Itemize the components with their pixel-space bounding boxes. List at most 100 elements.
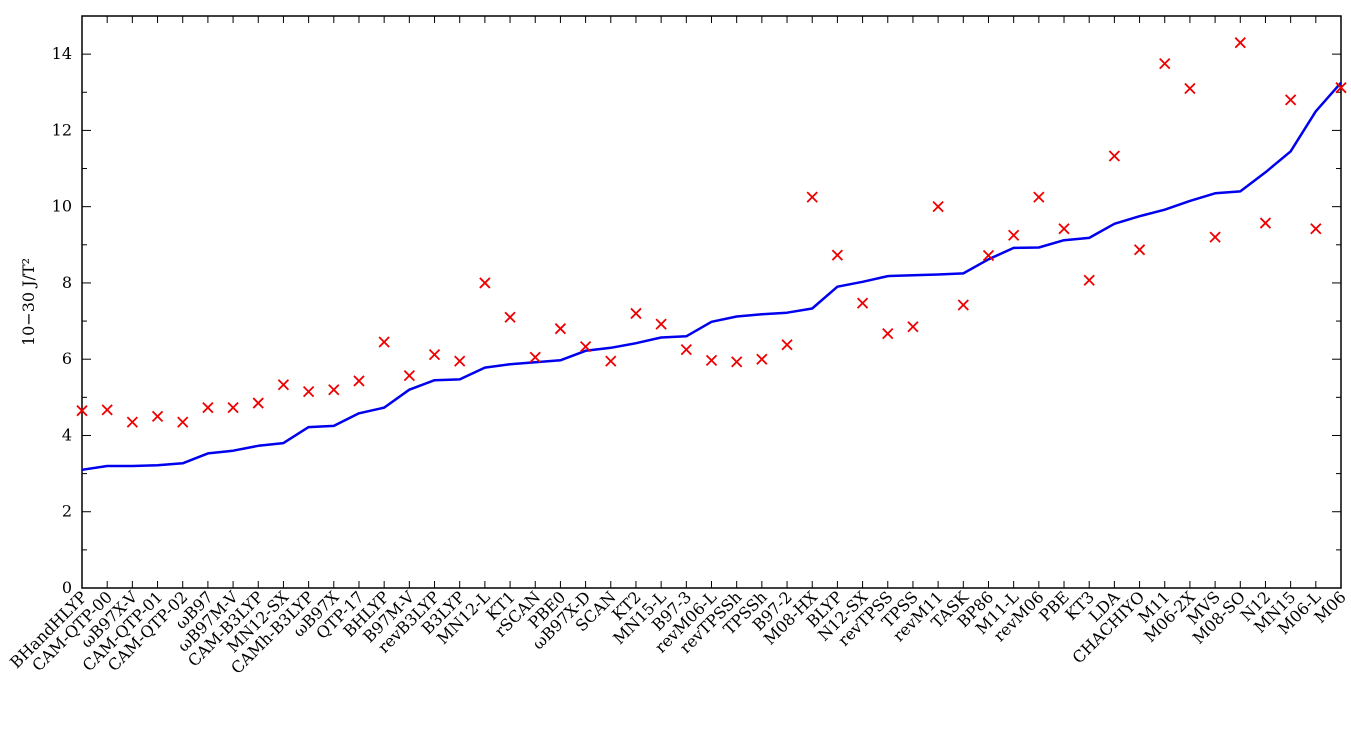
marker-stroke <box>831 249 844 261</box>
marker-stroke <box>353 375 365 387</box>
data-point-marker <box>1108 150 1121 162</box>
marker-stroke <box>227 401 239 414</box>
data-point-marker <box>126 416 138 428</box>
line-series <box>81 81 1342 472</box>
x-axis-ticks: BHandHLYPCAM-QTP-00ωB97X-VCAM-QTP-01CAM-… <box>6 16 1350 678</box>
data-point-marker <box>202 401 214 414</box>
data-point-marker <box>302 385 315 398</box>
marker-stroke <box>101 404 113 416</box>
y-tick-label: 6 <box>62 349 72 368</box>
marker-stroke <box>328 384 340 396</box>
data-point-marker <box>504 311 516 323</box>
data-point-marker <box>705 354 718 366</box>
marker-stroke <box>731 356 743 368</box>
marker-stroke <box>76 405 88 417</box>
marker-stroke <box>378 336 390 348</box>
marker-stroke <box>907 321 919 333</box>
marker-stroke <box>529 351 541 363</box>
marker-stroke <box>151 410 164 423</box>
marker-stroke <box>705 354 718 366</box>
marker-stroke <box>454 355 466 367</box>
data-point-marker <box>328 384 340 396</box>
series-line-path <box>81 81 1342 472</box>
y-tick-label: 0 <box>62 578 72 597</box>
data-point-marker <box>1184 82 1196 95</box>
marker-stroke <box>579 340 592 353</box>
data-point-marker <box>932 201 944 213</box>
marker-stroke <box>1008 229 1020 241</box>
marker-stroke <box>554 323 567 335</box>
data-point-marker <box>680 344 692 356</box>
marker-stroke <box>428 348 441 361</box>
marker-stroke <box>1285 94 1297 106</box>
data-point-marker <box>605 355 617 367</box>
marker-stroke <box>1159 58 1171 70</box>
y-tick-label: 12 <box>52 120 72 139</box>
marker-stroke <box>1234 37 1246 49</box>
marker-stroke <box>781 339 793 351</box>
data-point-marker <box>1133 244 1146 256</box>
marker-stroke <box>1259 217 1272 229</box>
data-point-marker <box>1209 231 1221 243</box>
marker-stroke <box>1209 231 1221 243</box>
data-point-marker <box>1008 229 1020 241</box>
y-tick-label: 14 <box>52 44 72 63</box>
data-point-marker <box>756 353 768 365</box>
data-point-marker <box>630 307 642 320</box>
data-point-marker <box>1083 274 1095 286</box>
data-point-marker <box>252 397 264 409</box>
marker-stroke <box>982 249 995 262</box>
marker-stroke <box>1133 244 1146 256</box>
marker-stroke <box>277 379 290 391</box>
data-point-marker <box>1058 223 1070 235</box>
data-point-marker <box>1335 82 1347 94</box>
y-tick-label: 4 <box>62 425 72 444</box>
data-point-marker <box>378 336 390 348</box>
data-point-marker <box>1285 94 1297 106</box>
marker-stroke <box>957 299 969 311</box>
marker-stroke <box>806 191 818 203</box>
marker-stroke <box>1335 82 1347 94</box>
plot-frame <box>81 15 1342 589</box>
data-point-marker <box>177 416 189 428</box>
y-tick-label: 2 <box>62 502 72 521</box>
data-point-marker <box>529 351 541 363</box>
data-point-marker <box>76 405 88 417</box>
data-point-marker <box>1234 37 1246 49</box>
data-point-marker <box>1310 223 1322 235</box>
data-point-marker <box>831 249 844 261</box>
scatter-series <box>76 37 1347 428</box>
marker-stroke <box>202 401 214 414</box>
y-tick-label: 10 <box>52 197 72 216</box>
data-point-marker <box>1159 58 1171 70</box>
marker-stroke <box>302 385 315 398</box>
data-point-marker <box>1033 191 1045 203</box>
y-tick-label: 8 <box>62 273 72 292</box>
data-point-marker <box>781 339 793 351</box>
marker-stroke <box>1108 150 1121 162</box>
marker-stroke <box>252 397 264 409</box>
data-point-marker <box>428 348 441 361</box>
marker-stroke <box>630 307 642 320</box>
data-point-marker <box>151 410 164 423</box>
marker-stroke <box>177 416 189 428</box>
data-point-marker <box>479 277 491 289</box>
marker-stroke <box>504 311 516 323</box>
y-axis-label: 10−30 J/T² <box>19 258 38 346</box>
marker-stroke <box>882 328 894 340</box>
marker-stroke <box>1184 82 1196 95</box>
y-axis-ticks: 0 2 4 6 8 10 12 14 <box>52 15 1341 597</box>
data-point-marker <box>227 401 239 414</box>
marker-stroke <box>932 201 944 213</box>
marker-stroke <box>856 297 869 309</box>
data-point-marker <box>655 318 667 330</box>
data-point-marker <box>101 404 113 416</box>
marker-stroke <box>1310 223 1322 235</box>
data-point-marker <box>907 321 919 333</box>
marker-stroke <box>1033 191 1045 203</box>
marker-stroke <box>655 318 667 330</box>
data-point-marker <box>731 356 743 368</box>
marker-stroke <box>126 416 138 428</box>
data-point-marker <box>353 375 365 387</box>
plot-border <box>81 15 1342 589</box>
